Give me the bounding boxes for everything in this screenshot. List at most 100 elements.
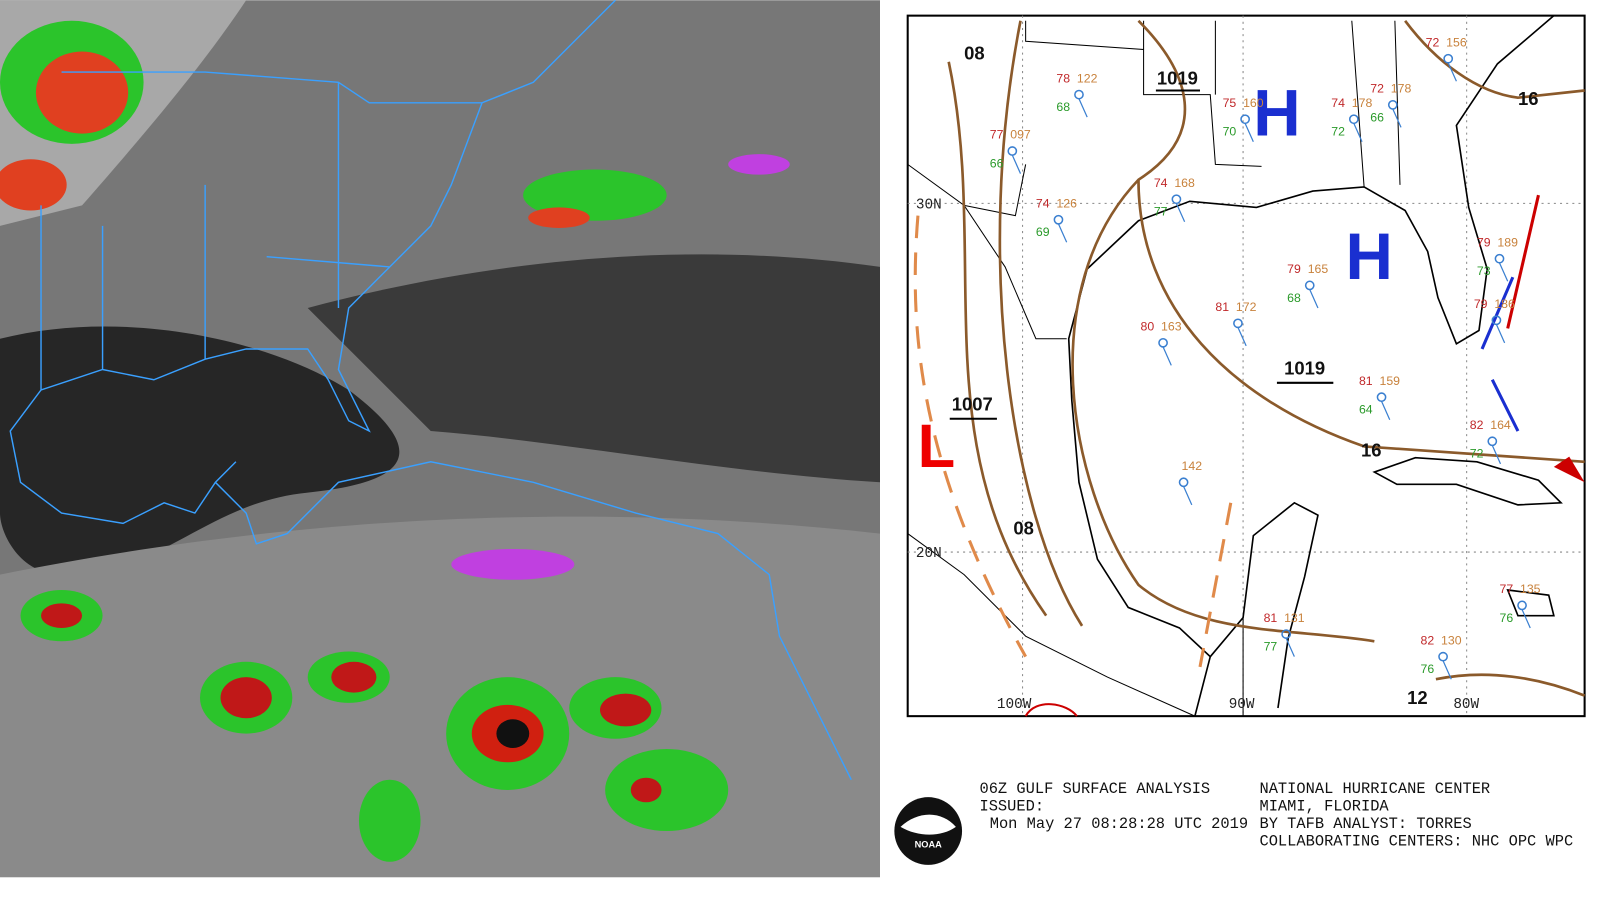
station-temp: 72 xyxy=(1426,35,1440,49)
station-pressure: 156 xyxy=(1446,35,1467,49)
station-dewpoint: 68 xyxy=(1056,100,1070,114)
cloud-band xyxy=(0,516,880,878)
station-pressure: 172 xyxy=(1236,300,1257,314)
station-pressure: 135 xyxy=(1520,582,1541,596)
station-pressure: 178 xyxy=(1352,96,1373,110)
island xyxy=(1506,589,1555,617)
station-plots: 78 122 68 77 097 66 74 126 69 74 168 77 75 160 70 74 178… xyxy=(990,35,1541,680)
wind-barb xyxy=(1495,324,1506,344)
wind-barb xyxy=(1162,346,1172,366)
station-pressure: 164 xyxy=(1490,418,1511,432)
wind-barb xyxy=(1447,62,1457,82)
grid-label: 100W xyxy=(997,697,1032,713)
wind-barb xyxy=(1183,486,1193,506)
cloud-top xyxy=(358,779,421,862)
front-symbol xyxy=(1553,456,1585,483)
station-temp: 81 xyxy=(1215,300,1229,314)
wind-barb xyxy=(1078,98,1088,118)
noaa-bird xyxy=(900,814,956,835)
isotherm xyxy=(1024,703,1078,717)
border xyxy=(907,163,1067,340)
station-temp: 80 xyxy=(1141,320,1155,334)
grid-label: 30N xyxy=(916,197,942,213)
station-pressure: 130 xyxy=(1441,633,1462,647)
cloud-top xyxy=(630,777,662,803)
station-dewpoint: 70 xyxy=(1223,125,1237,139)
isobar xyxy=(947,61,1048,617)
wind-barb xyxy=(1237,327,1247,347)
satellite-image xyxy=(0,0,880,878)
coastline xyxy=(9,0,616,525)
isobar-label: 08 xyxy=(1013,518,1034,539)
station-pressure: 142 xyxy=(1182,459,1203,473)
footer-location: MIAMI, FLORIDA xyxy=(1259,798,1389,816)
station-pressure: 165 xyxy=(1308,262,1329,276)
station-dewpoint: 76 xyxy=(1421,662,1435,676)
station-temp: 82 xyxy=(1470,418,1484,432)
station-temp: 77 xyxy=(990,128,1004,142)
wind-barb xyxy=(1244,123,1254,143)
wind-barb xyxy=(1380,401,1391,420)
grid-label: 80W xyxy=(1453,697,1479,713)
station-temp: 79 xyxy=(1477,235,1491,249)
station-pressure: 186 xyxy=(1494,297,1515,311)
cloud-top xyxy=(528,207,590,228)
cloud-top xyxy=(451,548,575,580)
wind-barb xyxy=(1057,223,1068,243)
station-dewpoint: 77 xyxy=(1264,640,1278,654)
wind-barb xyxy=(1498,262,1509,282)
station-temp: 81 xyxy=(1264,611,1278,625)
wind-barb xyxy=(1491,445,1502,465)
wind-barb xyxy=(1353,123,1363,143)
border xyxy=(964,20,1401,717)
station-dewpoint: 64 xyxy=(1359,403,1373,417)
isobar-label: 16 xyxy=(1518,88,1539,109)
grid-label: 20N xyxy=(916,546,942,562)
trough xyxy=(913,215,1027,658)
station-temp: 72 xyxy=(1370,82,1384,96)
station-temp: 74 xyxy=(1036,196,1050,210)
wind-barb xyxy=(1309,289,1319,309)
cloud-top xyxy=(41,603,83,628)
isobar-label: 16 xyxy=(1361,440,1382,461)
cuba xyxy=(1372,456,1563,506)
cloud-top xyxy=(331,661,377,693)
station-dewpoint: 77 xyxy=(1154,205,1168,219)
cloud-top xyxy=(600,693,652,727)
isobar-label: 12 xyxy=(1407,687,1428,708)
station-dewpoint: 69 xyxy=(1036,225,1050,239)
station-dewpoint: 68 xyxy=(1287,291,1301,305)
cloud-top xyxy=(728,154,790,175)
pressure-label: 1019 xyxy=(1284,358,1325,379)
wind-barb xyxy=(1011,154,1022,174)
station-dewpoint: 66 xyxy=(990,156,1004,170)
wind-barb xyxy=(1442,660,1452,680)
station-dewpoint: 72 xyxy=(1331,125,1345,139)
footer-center: NATIONAL HURRICANE CENTER xyxy=(1259,780,1490,798)
cloud-top xyxy=(605,748,729,832)
footer-issued: ISSUED: xyxy=(979,798,1044,816)
isobar xyxy=(1071,19,1375,643)
isobar-label: 08 xyxy=(964,43,985,64)
high-center: H xyxy=(1253,77,1300,150)
station-temp: 75 xyxy=(1223,96,1237,110)
station-dewpoint: 73 xyxy=(1477,264,1491,278)
station-temp: 74 xyxy=(1331,96,1345,110)
front xyxy=(1506,194,1540,329)
cloud-top xyxy=(496,719,530,748)
map-frame xyxy=(906,14,1586,718)
station-dewpoint: 72 xyxy=(1470,447,1484,461)
coastline xyxy=(1067,15,1555,717)
station-temp: 74 xyxy=(1154,176,1168,190)
coastline xyxy=(1209,501,1319,709)
station-temp: 77 xyxy=(1499,582,1513,596)
isobar xyxy=(1435,673,1586,697)
station-temp: 79 xyxy=(1474,297,1488,311)
coastline xyxy=(214,461,852,781)
isobar xyxy=(1404,19,1585,100)
wind-barb xyxy=(1175,203,1186,223)
station-pressure: 131 xyxy=(1284,611,1305,625)
front xyxy=(1480,276,1520,432)
